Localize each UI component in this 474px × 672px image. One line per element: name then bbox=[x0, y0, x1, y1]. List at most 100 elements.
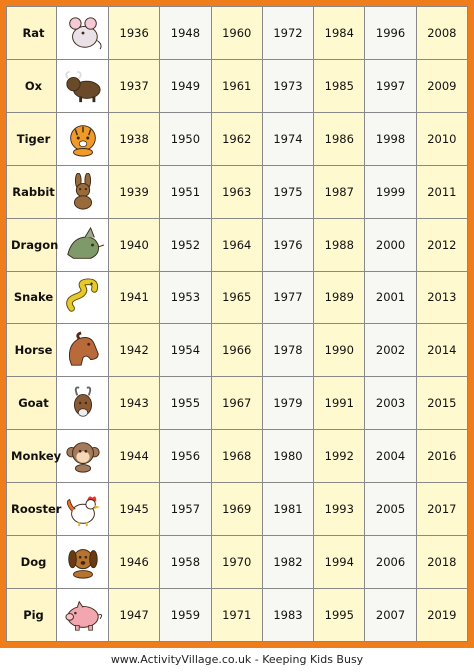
animal-name: Dog bbox=[6, 535, 57, 589]
year-cell: 2019 bbox=[415, 587, 469, 643]
year-cell: 1944 bbox=[107, 429, 161, 484]
year-cell: 1962 bbox=[210, 111, 263, 166]
year-cell: 1968 bbox=[210, 429, 263, 484]
year-cell: 1987 bbox=[313, 164, 366, 219]
year-cell: 1998 bbox=[364, 111, 417, 166]
year-cell: 1976 bbox=[261, 217, 315, 272]
year-cell: 1981 bbox=[261, 482, 315, 537]
year-cell: 1956 bbox=[159, 429, 212, 484]
year-cell: 2009 bbox=[415, 58, 469, 113]
year-cell: 1983 bbox=[261, 587, 315, 643]
animal-picture-cell bbox=[56, 58, 109, 113]
tiger-icon bbox=[69, 124, 96, 157]
year-cell: 1969 bbox=[210, 482, 263, 537]
year-cell: 1950 bbox=[159, 111, 212, 166]
year-cell: 2001 bbox=[364, 270, 417, 325]
table-row: Rabbit 1939 1951 1963 1975 1987 1999 2011 bbox=[6, 164, 469, 219]
year-cell: 1990 bbox=[313, 323, 366, 378]
year-cell: 2004 bbox=[364, 429, 417, 484]
rooster-icon bbox=[66, 496, 100, 527]
year-cell: 2006 bbox=[364, 535, 417, 589]
year-cell: 1949 bbox=[159, 58, 212, 113]
year-cell: 1965 bbox=[210, 270, 263, 325]
year-cell: 1967 bbox=[210, 376, 263, 431]
rat-icon bbox=[68, 17, 102, 50]
year-cell: 1947 bbox=[107, 587, 161, 643]
year-cell: 1964 bbox=[210, 217, 263, 272]
year-cell: 1992 bbox=[313, 429, 366, 484]
animal-name: Rat bbox=[6, 6, 57, 60]
year-cell: 2014 bbox=[415, 323, 469, 378]
year-cell: 1989 bbox=[313, 270, 366, 325]
year-cell: 1955 bbox=[159, 376, 212, 431]
year-cell: 1957 bbox=[159, 482, 212, 537]
year-cell: 1973 bbox=[261, 58, 315, 113]
animal-name: Pig bbox=[6, 587, 57, 643]
year-cell: 1975 bbox=[261, 164, 315, 219]
year-cell: 2007 bbox=[364, 587, 417, 643]
animal-name: Ox bbox=[6, 58, 57, 113]
table-row: Goat 1943 1955 1967 1979 1991 2003 2015 bbox=[6, 376, 469, 431]
animal-picture-cell bbox=[56, 587, 109, 643]
table-row: Ox 1937 1949 1961 1973 1985 1997 2009 bbox=[6, 58, 469, 113]
year-cell: 1972 bbox=[261, 6, 315, 60]
footer-credit: www.ActivityVillage.co.uk - Keeping Kids… bbox=[110, 653, 364, 666]
year-cell: 1952 bbox=[159, 217, 212, 272]
zodiac-chart-frame: Rat 1936 1948 1960 1972 1984 1996 2008 Ox 1937 194… bbox=[0, 0, 474, 648]
ox-icon bbox=[64, 70, 101, 103]
year-cell: 1970 bbox=[210, 535, 263, 589]
goat-icon bbox=[73, 386, 92, 417]
year-cell: 1937 bbox=[107, 58, 161, 113]
year-cell: 2015 bbox=[415, 376, 469, 431]
year-cell: 2012 bbox=[415, 217, 469, 272]
year-cell: 1954 bbox=[159, 323, 212, 378]
animal-picture-cell bbox=[56, 376, 109, 431]
animal-name: Rabbit bbox=[6, 164, 57, 219]
year-cell: 1997 bbox=[364, 58, 417, 113]
animal-picture-cell bbox=[56, 429, 109, 484]
year-cell: 1980 bbox=[261, 429, 315, 484]
dog-icon bbox=[67, 549, 98, 579]
animal-name: Goat bbox=[6, 376, 57, 431]
pig-icon bbox=[64, 600, 102, 631]
year-cell: 1993 bbox=[313, 482, 366, 537]
animal-name: Monkey bbox=[6, 429, 61, 484]
year-cell: 2008 bbox=[415, 6, 469, 60]
year-cell: 1995 bbox=[313, 587, 366, 643]
animal-name: Dragon bbox=[6, 217, 58, 272]
year-cell: 1936 bbox=[107, 6, 161, 60]
table-row: Snake 1941 1953 1965 1977 1989 2001 2013 bbox=[6, 270, 469, 325]
animal-picture-cell bbox=[56, 323, 109, 378]
year-cell: 1960 bbox=[210, 6, 263, 60]
animal-name: Tiger bbox=[6, 111, 57, 166]
table-row: Horse 1942 1954 1966 1978 1990 2002 2014 bbox=[6, 323, 469, 378]
year-cell: 2005 bbox=[364, 482, 417, 537]
year-cell: 1988 bbox=[313, 217, 366, 272]
table-row: Dog 1946 1958 1970 1982 1994 2006 2018 bbox=[6, 535, 469, 589]
animal-picture-cell bbox=[56, 111, 109, 166]
year-cell: 1959 bbox=[159, 587, 212, 643]
zodiac-year-table: Rat 1936 1948 1960 1972 1984 1996 2008 Ox 1937 194… bbox=[6, 6, 469, 643]
year-cell: 1991 bbox=[313, 376, 366, 431]
animal-picture-cell bbox=[56, 217, 109, 272]
year-cell: 1977 bbox=[261, 270, 315, 325]
rabbit-icon bbox=[73, 172, 92, 210]
year-cell: 1943 bbox=[107, 376, 161, 431]
year-cell: 1996 bbox=[364, 6, 417, 60]
animal-name: Rooster bbox=[6, 482, 61, 537]
year-cell: 1978 bbox=[261, 323, 315, 378]
year-cell: 2011 bbox=[415, 164, 469, 219]
animal-name: Snake bbox=[6, 270, 57, 325]
year-cell: 1940 bbox=[107, 217, 161, 272]
year-cell: 1948 bbox=[159, 6, 212, 60]
year-cell: 2000 bbox=[364, 217, 417, 272]
table-row: Tiger 1938 1950 1962 1974 1986 1998 2010 bbox=[6, 111, 469, 166]
year-cell: 2010 bbox=[415, 111, 469, 166]
animal-picture-cell bbox=[56, 6, 109, 60]
year-cell: 2018 bbox=[415, 535, 469, 589]
animal-picture-cell bbox=[56, 482, 109, 537]
year-cell: 1963 bbox=[210, 164, 263, 219]
year-cell: 1985 bbox=[313, 58, 366, 113]
year-cell: 1945 bbox=[107, 482, 161, 537]
year-cell: 1974 bbox=[261, 111, 315, 166]
